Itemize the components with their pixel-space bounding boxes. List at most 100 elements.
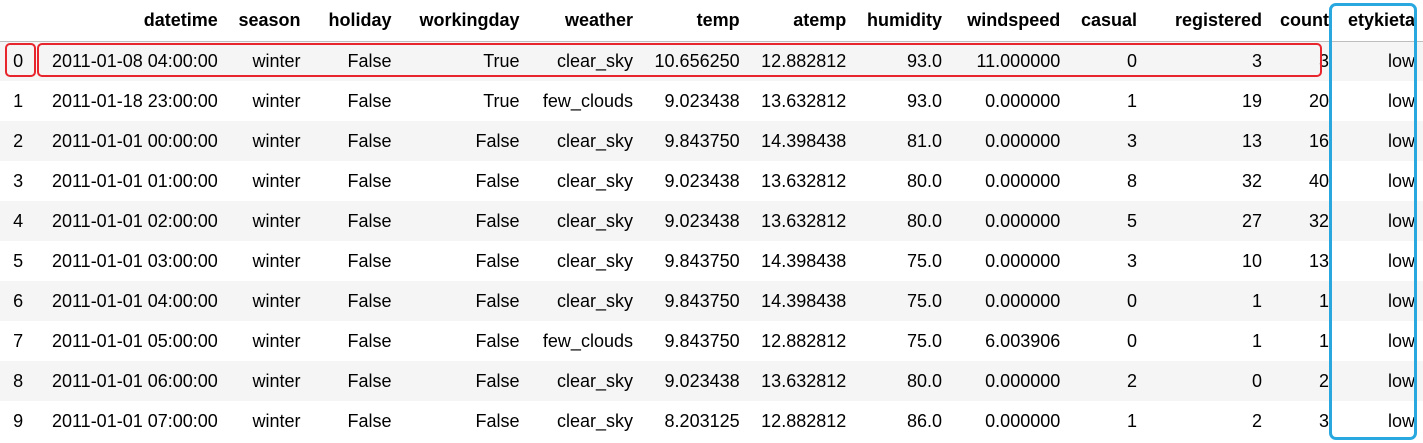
- cell-registered: 27: [1241, 210, 1262, 231]
- cell-temp: 9.843750: [664, 290, 740, 311]
- cell-datetime: 2011-01-01 04:00:00: [51, 290, 218, 311]
- row-index: 4: [13, 210, 24, 231]
- cell-holiday: False: [347, 410, 392, 431]
- cell-temp: 9.843750: [664, 330, 740, 351]
- cell-holiday: False: [347, 90, 392, 111]
- cell-holiday: False: [347, 370, 392, 391]
- cell-weather: clear_sky: [556, 130, 633, 151]
- cell-season: winter: [252, 290, 301, 311]
- cell-workingday: False: [475, 250, 520, 271]
- cell-windspeed: 0.000000: [985, 130, 1061, 151]
- cell-humidity: 80.0: [906, 210, 942, 231]
- table-row: 2 2011-01-01 00:00:00 winter False False clea…: [0, 121, 1423, 161]
- cell-season: winter: [252, 130, 301, 151]
- cell-season: winter: [252, 50, 301, 71]
- cell-workingday: False: [475, 410, 520, 431]
- cell-casual: 8: [1126, 170, 1137, 191]
- cell-temp: 9.023438: [664, 90, 740, 111]
- cell-holiday: False: [347, 130, 392, 151]
- cell-workingday: False: [475, 170, 520, 191]
- cell-count: 16: [1308, 130, 1329, 151]
- cell-registered: 10: [1241, 250, 1262, 271]
- cell-season: winter: [252, 370, 301, 391]
- cell-workingday: False: [475, 290, 520, 311]
- cell-temp: 9.023438: [664, 370, 740, 391]
- cell-atemp: 13.632812: [761, 90, 847, 111]
- cell-datetime: 2011-01-01 01:00:00: [51, 170, 218, 191]
- cell-registered: 1: [1251, 290, 1262, 311]
- cell-etykieta: low: [1387, 90, 1415, 111]
- cell-humidity: 75.0: [906, 330, 942, 351]
- cell-datetime: 2011-01-01 02:00:00: [51, 210, 218, 231]
- cell-temp: 9.843750: [664, 130, 740, 151]
- cell-datetime: 2011-01-08 04:00:00: [51, 50, 218, 71]
- table-row: 9 2011-01-01 07:00:00 winter False False clea…: [0, 401, 1423, 441]
- cell-atemp: 12.882812: [761, 50, 847, 71]
- cell-registered: 2: [1251, 410, 1262, 431]
- table-row: 7 2011-01-01 05:00:00 winter False False few_…: [0, 321, 1423, 361]
- cell-datetime: 2011-01-01 06:00:00: [51, 370, 218, 391]
- row-index: 0: [13, 50, 24, 71]
- cell-etykieta: low: [1387, 130, 1415, 151]
- cell-humidity: 80.0: [906, 170, 942, 191]
- cell-atemp: 13.632812: [761, 370, 847, 391]
- cell-weather: few_clouds: [542, 90, 633, 111]
- table-row: 6 2011-01-01 04:00:00 winter False False clea…: [0, 281, 1423, 321]
- cell-registered: 19: [1241, 90, 1262, 111]
- column-header-casual: casual: [1068, 0, 1145, 42]
- cell-windspeed: 0.000000: [985, 410, 1061, 431]
- cell-windspeed: 0.000000: [985, 170, 1061, 191]
- cell-casual: 0: [1126, 290, 1137, 311]
- cell-humidity: 75.0: [906, 290, 942, 311]
- cell-temp: 10.656250: [654, 50, 740, 71]
- table-row: 0 2011-01-08 04:00:00 winter False True clear…: [0, 41, 1423, 81]
- cell-season: winter: [252, 210, 301, 231]
- cell-holiday: False: [347, 210, 392, 231]
- cell-holiday: False: [347, 170, 392, 191]
- cell-datetime: 2011-01-01 03:00:00: [51, 250, 218, 271]
- table-row: 3 2011-01-01 01:00:00 winter False False clea…: [0, 161, 1423, 201]
- cell-atemp: 13.632812: [761, 210, 847, 231]
- cell-workingday: True: [483, 50, 520, 71]
- cell-casual: 3: [1126, 250, 1137, 271]
- column-header-temp: temp: [640, 0, 748, 42]
- table-body: 0 2011-01-08 04:00:00 winter False True clear…: [0, 41, 1423, 441]
- cell-holiday: False: [347, 250, 392, 271]
- cell-atemp: 14.398438: [761, 250, 847, 271]
- cell-weather: clear_sky: [556, 50, 633, 71]
- cell-windspeed: 11.000000: [976, 50, 1061, 71]
- cell-casual: 1: [1126, 90, 1137, 111]
- cell-casual: 0: [1126, 330, 1137, 351]
- cell-season: winter: [252, 410, 301, 431]
- cell-holiday: False: [347, 50, 392, 71]
- cell-temp: 9.023438: [664, 210, 740, 231]
- cell-windspeed: 6.003906: [985, 330, 1061, 351]
- index-header: [0, 0, 37, 42]
- cell-weather: clear_sky: [556, 370, 633, 391]
- cell-datetime: 2011-01-01 05:00:00: [51, 330, 218, 351]
- cell-count: 2: [1318, 370, 1329, 391]
- cell-etykieta: low: [1387, 50, 1415, 71]
- cell-count: 3: [1318, 50, 1329, 71]
- column-header-humidity: humidity: [854, 0, 950, 42]
- cell-season: winter: [252, 250, 301, 271]
- column-header-holiday: holiday: [308, 0, 400, 42]
- cell-datetime: 2011-01-01 00:00:00: [51, 130, 218, 151]
- cell-count: 1: [1318, 290, 1329, 311]
- cell-weather: clear_sky: [556, 410, 633, 431]
- table-row: 5 2011-01-01 03:00:00 winter False False clea…: [0, 241, 1423, 281]
- cell-registered: 0: [1251, 370, 1262, 391]
- cell-humidity: 93.0: [906, 50, 942, 71]
- cell-casual: 1: [1126, 410, 1137, 431]
- cell-registered: 1: [1251, 330, 1262, 351]
- cell-weather: clear_sky: [556, 250, 633, 271]
- cell-season: winter: [252, 170, 301, 191]
- cell-casual: 2: [1126, 370, 1137, 391]
- cell-etykieta: low: [1387, 370, 1415, 391]
- table-row: 4 2011-01-01 02:00:00 winter False False clea…: [0, 201, 1423, 241]
- cell-season: winter: [252, 90, 301, 111]
- table-row: 8 2011-01-01 06:00:00 winter False False clea…: [0, 361, 1423, 401]
- row-index: 9: [13, 410, 24, 431]
- cell-windspeed: 0.000000: [985, 90, 1061, 111]
